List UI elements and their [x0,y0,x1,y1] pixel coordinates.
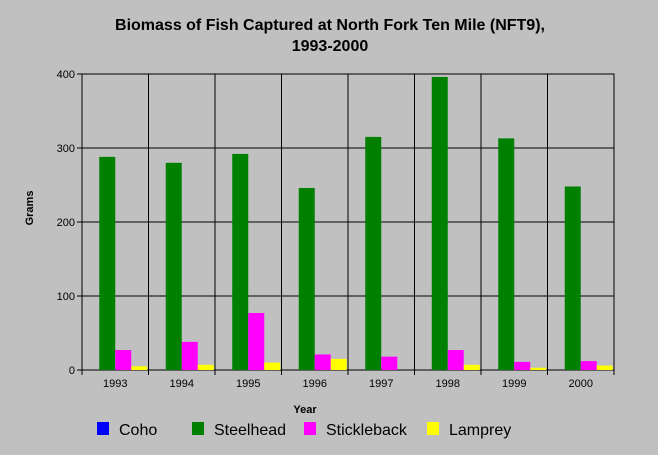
chart-subtitle: 1993-2000 [292,38,369,55]
bar-steelhead-1998 [431,76,448,371]
legend-swatch [192,422,204,435]
bar-steelhead-1996 [298,187,315,370]
bar-stickleback-1994 [181,341,198,370]
bar-stickleback-1993 [115,350,132,370]
y-axis-label: Grams [24,191,36,226]
legend-label: Coho [119,422,157,439]
bar-stickleback-1998 [447,350,464,370]
legend-item-coho: Coho [97,422,157,439]
bar-steelhead-1997 [365,136,382,370]
x-tick-label-1997: 1997 [369,378,393,390]
x-tick-label-1994: 1994 [170,378,194,390]
x-tick-label-2000: 2000 [569,378,593,390]
legend-swatch [427,422,439,435]
legend-swatch [304,422,316,435]
bar-steelhead-1999 [498,138,515,370]
legend-item-lamprey: Lamprey [427,422,511,439]
x-tick-label-1993: 1993 [103,378,127,390]
bar-lamprey-1993 [131,366,148,370]
legend: Coho Steelhead Stickleback Lamprey [97,422,511,439]
x-axis-label: Year [293,404,317,416]
chart-title: Biomass of Fish Captured at North Fork T… [115,17,545,34]
bar-steelhead-2000 [564,186,581,370]
x-tick-label-1996: 1996 [303,378,327,390]
bar-lamprey-1998 [463,364,480,370]
bar-steelhead-1995 [232,153,249,370]
bar-stickleback-1995 [248,313,265,370]
bar-lamprey-2000 [596,365,613,370]
y-tick-label: 0 [69,365,75,377]
bar-lamprey-1999 [530,367,547,370]
bar-stickleback-1999 [514,361,531,370]
bar-stickleback-2000 [580,361,597,370]
x-tick-label-1999: 1999 [502,378,526,390]
y-tick-label: 300 [57,143,75,155]
legend-label: Lamprey [449,422,511,439]
bar-stickleback-1997 [381,356,398,370]
bar-stickleback-1996 [314,354,331,370]
x-tick-label-1995: 1995 [236,378,260,390]
y-tick-label: 200 [57,217,75,229]
x-tick-label-1998: 1998 [436,378,460,390]
legend-item-steelhead: Steelhead [192,422,286,439]
legend-label: Stickleback [326,422,408,439]
legend-swatch [97,422,109,435]
bar-lamprey-1994 [197,364,214,370]
bar-steelhead-1994 [165,162,182,370]
y-tick-label: 400 [57,69,75,81]
legend-label: Steelhead [214,422,286,439]
legend-item-stickleback: Stickleback [304,422,408,439]
bar-steelhead-1993 [99,156,116,370]
y-tick-label: 100 [57,291,75,303]
bar-lamprey-1995 [264,362,281,370]
bar-lamprey-1996 [330,358,347,370]
